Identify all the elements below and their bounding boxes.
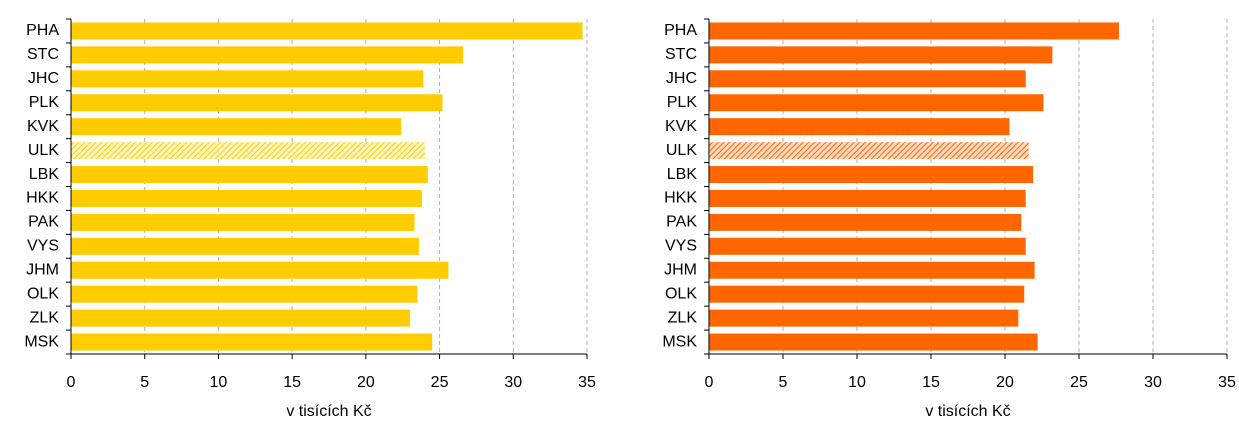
y-tick-label: PLK [667,94,698,111]
y-tick-label: VYS [665,238,697,255]
x-tick-label: 10 [848,374,866,391]
x-tick-label: 0 [67,374,76,391]
x-tick-label: 15 [283,374,301,391]
bar [71,118,402,136]
x-axis-title: v tisících Kč [925,403,1010,420]
x-tick-label: 20 [357,374,375,391]
y-tick-label: ULK [28,142,59,159]
bar [709,94,1044,112]
y-tick-label: PLK [29,94,60,111]
y-tick-label: KVK [665,118,697,135]
y-tick-label: HKK [664,190,697,207]
x-tick-label: 30 [1144,374,1162,391]
bar [709,142,1029,160]
bar [71,213,415,231]
x-tick-label: 35 [1218,374,1236,391]
y-tick-label: JHM [664,261,697,278]
y-tick-label: JHC [28,70,59,87]
x-tick-label: 30 [504,374,522,391]
y-tick-label: PAK [666,214,697,231]
x-tick-label: 25 [1070,374,1088,391]
bar [71,94,443,112]
bar [71,189,422,207]
y-tick-label: VYS [27,238,59,255]
y-tick-label: HKK [26,190,59,207]
bar [709,22,1119,40]
y-tick-label: ZLK [668,309,698,326]
bar [709,237,1026,255]
y-tick-label: OLK [665,285,697,302]
x-tick-label: 10 [210,374,228,391]
bar [71,22,583,40]
bar [709,46,1053,64]
bar [709,261,1035,279]
bar [71,333,433,351]
x-tick-label: 5 [779,374,788,391]
bar [71,261,449,279]
x-tick-label: 35 [578,374,596,391]
y-tick-label: PHA [26,22,59,39]
y-tick-label: JHC [666,70,697,87]
y-tick-label: LBK [29,166,60,183]
y-tick-label: ULK [666,142,697,159]
y-tick-label: KVK [27,118,59,135]
y-tick-label: LBK [667,166,698,183]
y-tick-label: STC [27,46,59,63]
x-axis-title: v tisících Kč [286,403,371,420]
y-tick-label: PHA [664,22,697,39]
bar [71,142,425,160]
x-tick-label: 15 [922,374,940,391]
bar [709,118,1010,136]
bar [709,213,1022,231]
x-tick-label: 0 [705,374,714,391]
x-tick-label: 25 [431,374,449,391]
bar [709,189,1026,207]
bar [709,333,1038,351]
x-tick-label: 20 [996,374,1014,391]
y-tick-label: JHM [26,261,59,278]
bar [71,309,411,327]
y-tick-label: OLK [27,285,59,302]
y-tick-label: MSK [24,333,59,350]
bar [709,70,1026,88]
bar [709,309,1019,327]
y-tick-label: MSK [662,333,697,350]
bar [71,166,428,184]
bar [709,285,1025,303]
bar [71,237,419,255]
y-tick-label: STC [665,46,697,63]
y-tick-label: PAK [28,214,59,231]
bar [709,166,1034,184]
bar [71,46,464,64]
bar [71,70,424,88]
x-tick-label: 5 [140,374,149,391]
bar [71,285,418,303]
y-tick-label: ZLK [30,309,60,326]
